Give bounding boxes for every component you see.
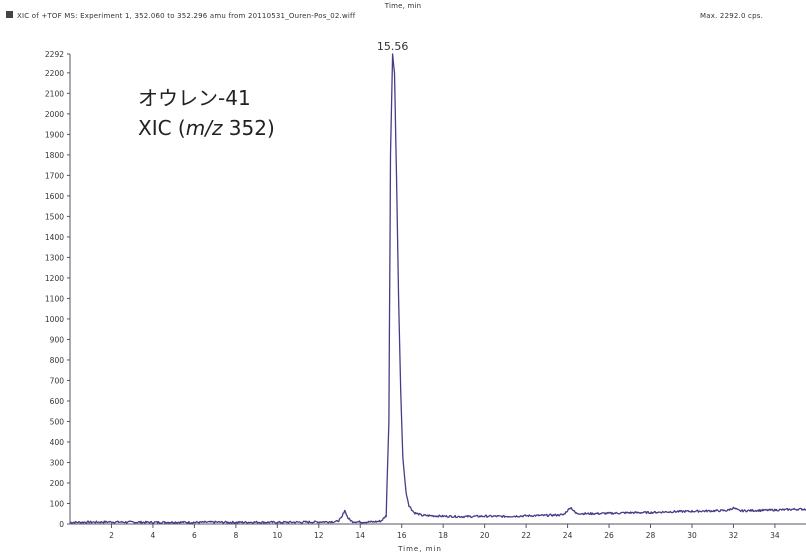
trace-swatch — [6, 11, 13, 18]
y-tick-label: 900 — [50, 335, 65, 344]
x-axis-ticks: 2 4 6 8 10 12 14 16 18 20 22 24 26 28 30 32 34 — [109, 524, 780, 540]
x-tick-label: 16 — [397, 531, 407, 540]
x-tick-label: 26 — [604, 531, 614, 540]
x-tick-label: 20 — [480, 531, 490, 540]
y-tick-label: 0 — [59, 520, 64, 529]
y-tick-label: 200 — [50, 479, 65, 488]
y-tick-label: 1600 — [45, 192, 64, 201]
x-tick-label: 14 — [355, 531, 365, 540]
peak-label: 15.56 — [377, 40, 409, 53]
y-tick-label: 1800 — [45, 151, 64, 160]
y-tick-label: 1900 — [45, 130, 64, 139]
y-tick-label: 2100 — [45, 89, 64, 98]
y-tick-label: 2292 — [45, 50, 64, 59]
y-tick-label: 800 — [50, 356, 65, 365]
trace-description: XIC of +TOF MS: Experiment 1, 352.060 to… — [17, 12, 356, 20]
x-tick-label: 32 — [729, 531, 739, 540]
x-tick-label: 30 — [687, 531, 697, 540]
y-tick-label: 400 — [50, 438, 65, 447]
y-tick-label: 1100 — [45, 294, 64, 303]
x-tick-label: 8 — [233, 531, 238, 540]
xic-trace — [69, 53, 806, 524]
y-tick-label: 2000 — [45, 110, 64, 119]
sample-name-annotation: オウレン-41 — [138, 86, 251, 110]
x-tick-label: 22 — [521, 531, 531, 540]
x-tick-label: 10 — [273, 531, 283, 540]
x-tick-label: 4 — [151, 531, 156, 540]
x-tick-label: 28 — [646, 531, 656, 540]
x-tick-label: 24 — [563, 531, 573, 540]
y-tick-label: 1400 — [45, 233, 64, 242]
y-tick-label: 1000 — [45, 315, 64, 324]
y-tick-label: 100 — [50, 499, 65, 508]
x-tick-label: 6 — [192, 531, 197, 540]
y-tick-label: 1700 — [45, 171, 64, 180]
x-tick-label: 2 — [109, 531, 114, 540]
max-intensity-label: Max. 2292.0 cps. — [700, 12, 763, 20]
y-tick-label: 500 — [50, 417, 65, 426]
y-tick-label: 1300 — [45, 253, 64, 262]
y-tick-label: 300 — [50, 458, 65, 467]
y-tick-label: 1500 — [45, 212, 64, 221]
top-axis-label: Time, min — [384, 2, 422, 10]
y-tick-label: 1200 — [45, 274, 64, 283]
y-tick-label: 700 — [50, 376, 65, 385]
x-tick-label: 34 — [770, 531, 780, 540]
x-tick-label: 18 — [438, 531, 448, 540]
y-axis-ticks: 0 100 200 300 400 500 600 700 800 900 1000 1100 1200… — [45, 50, 70, 529]
x-axis-title: Time, min — [397, 545, 442, 553]
y-tick-label: 600 — [50, 397, 65, 406]
xic-annotation: XIC (m/z 352) — [138, 116, 275, 140]
x-tick-label: 12 — [314, 531, 324, 540]
y-tick-label: 2200 — [45, 69, 64, 78]
